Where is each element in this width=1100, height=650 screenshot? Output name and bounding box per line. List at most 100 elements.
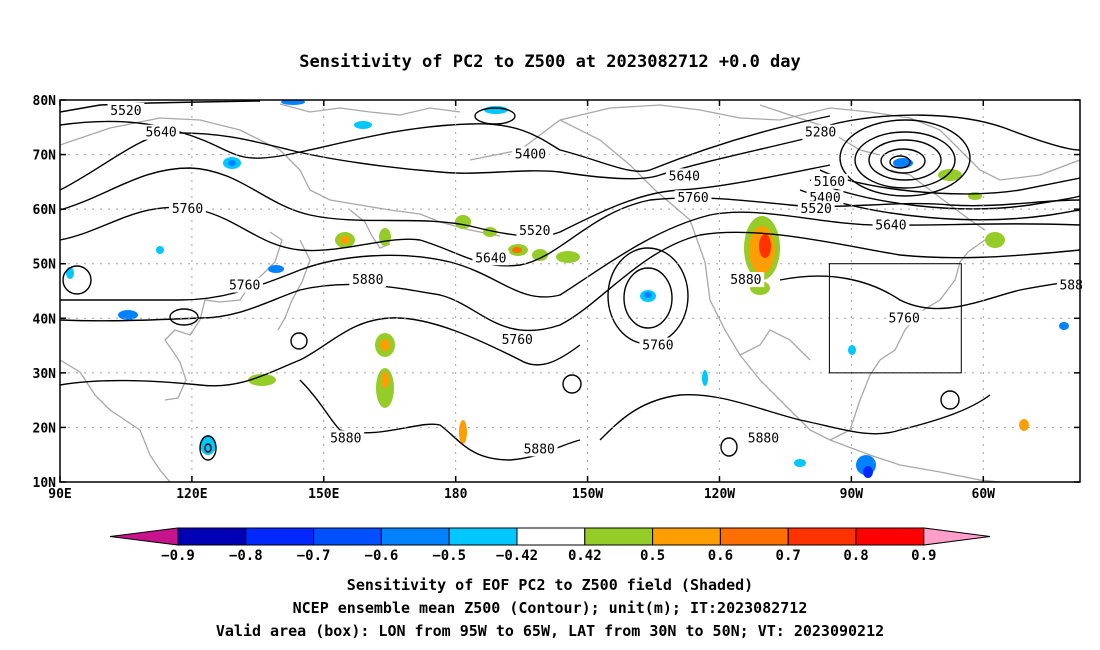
lon-tick-label: 150W [572,487,603,502]
contour-label: 5400 [515,148,546,163]
colorbar-tick-label: −0.42 [496,548,538,564]
caption-line-2: NCEP ensemble mean Z500 (Contour); unit(… [292,599,808,617]
colorbar-tick-label: 0.9 [911,548,936,564]
colorbar-tick-label: 0.8 [843,548,868,564]
lon-tick-label: 150E [308,487,339,502]
contour-label-bg [498,332,536,348]
contour-label: 5640 [475,251,506,266]
contour-label: 5640 [669,169,700,184]
contour-label: 5760 [888,311,919,326]
lon-tick-label: 90E [48,487,71,502]
contour-label: 5880 [352,273,383,288]
colorbar-tick-label: 0.42 [568,548,602,564]
lon-tick-label: 180 [444,487,468,502]
contour-label-bg [745,430,782,446]
grid-lines [60,100,1080,482]
lat-tick-label: 30N [33,367,57,382]
contour-label-bg [872,217,910,233]
lat-tick-label: 40N [33,312,57,327]
colorbar: −0.9 −0.8 −0.7 −0.6 −0.5 −0.42 0.42 0.5 0.6 0.7 0.… [109,527,991,564]
figure-title: Sensitivity of PC2 to Z500 at 2023082712… [299,52,801,72]
contour-label-bg [472,250,510,266]
contour-label: 5760 [677,191,708,206]
lon-tick-label: 120W [704,487,735,502]
contour-label-bg [797,201,835,217]
contour-label: 5640 [875,219,906,234]
colorbar-tick-label: 0.7 [776,548,801,564]
colorbar-tick-label: −0.6 [365,548,399,564]
lon-tick-label: 120E [176,487,207,502]
valid-area-box [828,263,962,374]
lat-tick-label: 20N [33,421,57,436]
caption-line-3: Valid area (box): LON from 95W to 65W, L… [215,622,885,640]
sensitivity-shading [66,100,1069,478]
colorbar-tick-label: −0.7 [297,548,331,564]
contour-label-bg [142,124,180,140]
contour-label: 5520 [110,104,141,119]
colorbar-segment [787,527,857,546]
contour-label-bg [520,441,558,457]
contour-label: 5520 [519,224,550,239]
colorbar-segment [245,527,315,546]
colorbar-right-arrow [923,527,991,546]
lon-tick-label: 90W [840,487,864,502]
contour-label: 5640 [145,126,176,141]
contour-label: 5760 [642,339,673,354]
lat-tick-label: 10N [33,476,57,491]
coastlines [60,103,1080,482]
contour-label-bg [802,124,840,140]
contour-label: 588 [1059,279,1082,294]
colorbar-segment [380,527,450,546]
colorbar-tick-label: −0.8 [229,548,263,564]
contour-label: 5880 [730,273,761,288]
contour-label: 5880 [748,431,779,446]
lat-tick-label: 50N [33,258,57,273]
colorbar-segment [516,527,586,546]
contour-label-bg [226,277,264,293]
colorbar-tick-label: 0.6 [708,548,733,564]
colorbar-tick-label: −0.5 [432,548,466,564]
contour-label: 5160 [814,175,845,190]
colorbar-left-arrow [109,527,179,546]
colorbar-segment [313,527,382,546]
contour-label-bg [169,201,206,217]
caption-line-1: Sensitivity of EOF PC2 to Z500 field (Sh… [346,576,754,594]
contour-labels: 5520564057605400564057605280516054005520… [107,102,1086,457]
contour-label: 5280 [805,126,836,141]
colorbar-segment [448,527,518,546]
colorbar-segment [652,527,721,546]
colorbar-tick-label: −0.9 [161,548,195,564]
lat-tick-label: 80N [33,94,57,109]
contour-label-bg [107,102,145,118]
colorbar-segment [719,527,789,546]
contour-label-bg [727,272,765,288]
contour-label-bg [1056,277,1086,293]
contour-label: 5880 [524,442,555,457]
contour-label-bg [639,337,677,353]
colorbar-tick-label: 0.5 [640,548,665,564]
lat-tick-label: 70N [33,149,57,164]
contour-label: 5520 [801,202,832,217]
contour-label-bg [810,173,848,189]
contour-label-bg [327,430,365,446]
contour-label-bg [674,190,712,206]
contour-label: 5760 [502,333,533,348]
contour-label-bg [885,310,923,326]
colorbar-segment [177,527,247,546]
contour-label-bg [516,222,554,238]
lat-tick-label: 60N [33,203,57,218]
contour-label: 5760 [172,202,203,217]
colorbar-segment [855,527,925,546]
contour-label-bg [349,272,387,288]
map-frame [59,99,1081,483]
contour-label: 5880 [330,431,361,446]
valid-area-box-layer [828,263,962,374]
contour-label-bg [512,146,549,162]
contour-label: 5760 [229,279,260,294]
colorbar-segment [584,527,654,546]
contour-label-bg [665,168,703,184]
lon-tick-label: 60W [972,487,996,502]
